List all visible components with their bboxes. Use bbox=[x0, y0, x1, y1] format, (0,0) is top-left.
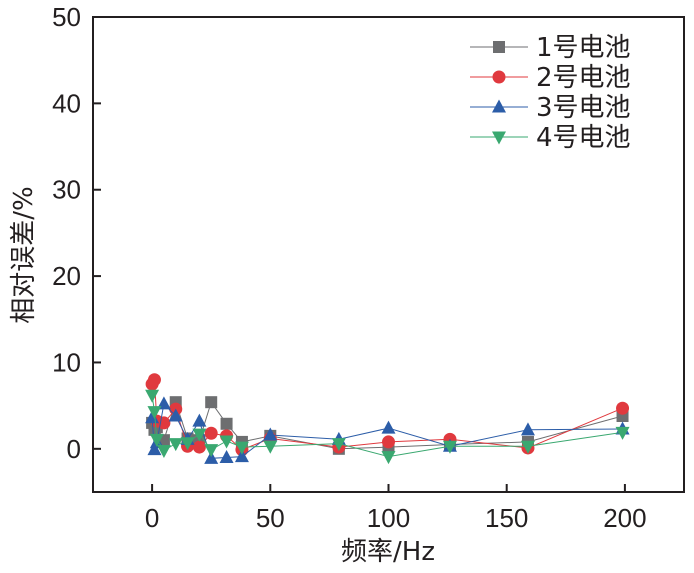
data-point bbox=[147, 406, 162, 420]
data-point bbox=[263, 427, 278, 441]
data-point bbox=[204, 444, 219, 458]
data-point bbox=[219, 449, 234, 463]
data-point bbox=[192, 440, 206, 454]
series-line bbox=[151, 402, 623, 459]
data-point bbox=[147, 442, 162, 456]
data-point bbox=[204, 450, 219, 464]
x-tick-label: 100 bbox=[367, 503, 410, 533]
data-point bbox=[381, 420, 396, 434]
data-point bbox=[192, 413, 207, 427]
series-line bbox=[151, 395, 623, 458]
legend-marker bbox=[492, 99, 506, 113]
legend-item: 3号电池 bbox=[470, 93, 631, 123]
data-point bbox=[156, 445, 171, 459]
series-4 bbox=[145, 389, 630, 465]
legend-marker bbox=[492, 131, 506, 145]
data-point bbox=[180, 437, 195, 451]
data-point bbox=[331, 438, 346, 452]
legend-label: 1号电池 bbox=[536, 33, 631, 63]
data-point bbox=[205, 396, 218, 409]
y-tick-label: 50 bbox=[52, 2, 81, 32]
data-point bbox=[149, 433, 164, 447]
legend-label: 4号电池 bbox=[536, 123, 631, 153]
series-2 bbox=[145, 373, 630, 457]
data-point bbox=[615, 426, 630, 440]
data-point bbox=[263, 440, 278, 454]
data-point bbox=[616, 401, 630, 415]
data-point bbox=[381, 451, 396, 465]
x-tick-label: 50 bbox=[256, 503, 285, 533]
legend-label: 2号电池 bbox=[536, 63, 631, 93]
legend-marker bbox=[493, 41, 505, 53]
y-tick-label: 40 bbox=[52, 88, 81, 118]
y-tick-label: 30 bbox=[52, 175, 81, 205]
data-point bbox=[204, 426, 218, 440]
data-point bbox=[192, 428, 207, 442]
data-point bbox=[219, 435, 234, 449]
data-point bbox=[147, 373, 161, 387]
legend-item: 1号电池 bbox=[470, 33, 631, 63]
data-point bbox=[168, 408, 183, 422]
y-tick-label: 0 bbox=[67, 434, 81, 464]
data-point bbox=[382, 435, 395, 449]
x-tick-label: 200 bbox=[603, 503, 646, 533]
x-axis-title: 频率/Hz bbox=[341, 537, 435, 567]
legend-marker bbox=[492, 70, 506, 84]
y-tick-label: 10 bbox=[52, 347, 81, 377]
legend-item: 2号电池 bbox=[470, 63, 631, 93]
y-tick-label: 20 bbox=[52, 261, 81, 291]
data-point bbox=[442, 440, 457, 454]
data-point bbox=[220, 417, 233, 430]
data-point bbox=[145, 389, 160, 403]
data-point bbox=[156, 396, 171, 410]
series-layer bbox=[145, 373, 630, 465]
data-point bbox=[520, 422, 535, 436]
y-axis-title: 相对误差/% bbox=[9, 186, 39, 323]
x-tick-label: 0 bbox=[145, 503, 159, 533]
data-point bbox=[168, 438, 183, 452]
legend-item: 4号电池 bbox=[470, 123, 631, 153]
x-tick-label: 150 bbox=[485, 503, 528, 533]
legend-label: 3号电池 bbox=[536, 93, 631, 123]
data-point bbox=[234, 449, 249, 463]
data-point bbox=[520, 440, 535, 454]
axis-ticks: 0 50 100 150 200 0 10 20 30 40 50 bbox=[52, 2, 647, 533]
series-3 bbox=[145, 396, 630, 464]
data-point bbox=[234, 441, 249, 455]
